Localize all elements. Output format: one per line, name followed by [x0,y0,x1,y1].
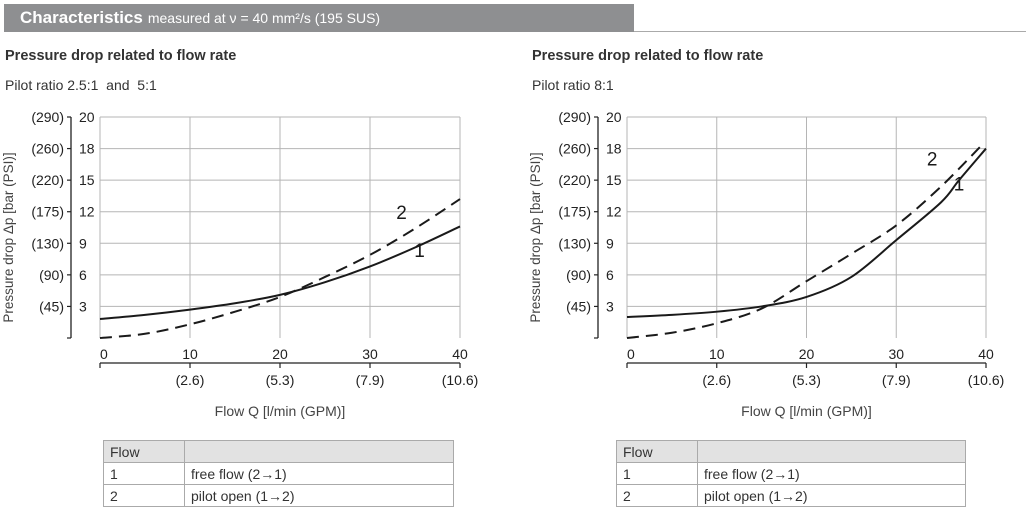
x-tick-label: 10 [709,346,725,362]
y-tick-label-psi: (45) [39,298,64,314]
x-tick-label: 30 [362,346,378,362]
x-tick-label-gpm: (5.3) [266,372,295,388]
table-header-desc [697,440,966,463]
y-tick-label-psi: (260) [31,141,64,157]
y-axis-label: Pressure drop Δp [bar (PSI)] [1,152,16,322]
table-row: 2 pilot open (1→2) [103,484,454,507]
curve-label-1: 1 [414,241,425,262]
y-tick-label-psi: (260) [558,141,591,157]
y-axis-label: Pressure drop Δp [bar (PSI)] [528,152,543,322]
table-header-row: Flow [103,440,454,463]
y-tick-label-psi: (290) [558,109,591,125]
table-cell: 1 [103,462,185,485]
table-header-row: Flow [616,440,966,463]
curve-label-2: 2 [927,149,938,170]
curve-label-1: 1 [954,175,965,196]
table-cell: pilot open (1→2) [697,484,966,507]
table-row: 1 free flow (2→1) [103,462,454,485]
chart-2-legend-table: Flow 1 free flow (2→1) 2 pilot open (1→2) [616,440,966,507]
x-tick-label-gpm: (2.6) [702,372,731,388]
x-tick-label-gpm: (10.6) [442,372,479,388]
y-tick-label: 15 [79,172,95,188]
table-cell: free flow (2→1) [697,462,966,485]
y-tick-label-psi: (220) [31,172,64,188]
y-tick-label: 12 [606,204,622,220]
section-subtitle: measured at ν = 40 mm²/s (195 SUS) [147,10,381,26]
x-axis-label: Flow Q [l/min (GPM)] [741,403,872,419]
chart-1-subtitle: Pilot ratio 2.5:1 and 5:1 [5,77,157,93]
section-header: Characteristics measured at ν = 40 mm²/s… [4,4,634,32]
y-tick-label: 3 [79,298,87,314]
curve-label-2: 2 [396,203,407,224]
series-line-1 [626,147,987,318]
x-tick-label-gpm: (10.6) [968,372,1005,388]
header-divider [634,31,1026,32]
x-tick-label: 20 [799,346,815,362]
y-tick-label-psi: (175) [558,204,591,220]
chart-1-title: Pressure drop related to flow rate [5,48,237,64]
y-tick-label-psi: (45) [566,298,591,314]
table-cell: 1 [616,462,698,485]
table-cell: 2 [103,484,185,507]
y-tick-label-psi: (290) [31,109,64,125]
y-tick-label: 6 [606,267,614,283]
x-tick-label: 30 [888,346,904,362]
series-line-1 [99,225,461,321]
y-tick-label-psi: (220) [558,172,591,188]
y-tick-label-psi: (90) [39,267,64,283]
table-cell: free flow (2→1) [184,462,454,485]
y-tick-label: 6 [79,267,87,283]
y-tick-label: 20 [606,109,622,125]
x-tick-label: 10 [182,346,198,362]
series-line-2 [626,144,983,339]
x-tick-label-gpm: (2.6) [176,372,205,388]
y-tick-label-psi: (90) [566,267,591,283]
table-header-desc [184,440,454,463]
x-tick-label-gpm: (7.9) [356,372,385,388]
x-tick-label: 40 [978,346,994,362]
y-tick-label: 9 [606,235,614,251]
x-tick-label-gpm: (5.3) [792,372,821,388]
y-tick-label-psi: (130) [558,235,591,251]
chart-1-legend-table: Flow 1 free flow (2→1) 2 pilot open (1→2) [103,440,454,507]
y-tick-label: 20 [79,109,95,125]
y-tick-label: 18 [79,141,95,157]
y-tick-label: 9 [79,235,87,251]
table-header-flow: Flow [103,440,185,463]
x-tick-label: 0 [100,346,108,362]
y-tick-label: 18 [606,141,622,157]
chart-2-title: Pressure drop related to flow rate [532,48,764,64]
chart-2-subtitle: Pilot ratio 8:1 [532,77,614,93]
table-cell: 2 [616,484,698,507]
x-tick-label: 0 [627,346,635,362]
x-tick-label: 40 [452,346,468,362]
table-cell: pilot open (1→2) [184,484,454,507]
y-tick-label-psi: (130) [31,235,64,251]
y-tick-label: 15 [606,172,622,188]
y-tick-label: 12 [79,204,95,220]
x-tick-label: 20 [272,346,288,362]
table-row: 2 pilot open (1→2) [616,484,966,507]
series-line-2 [99,198,461,339]
table-row: 1 free flow (2→1) [616,462,966,485]
table-header-flow: Flow [616,440,698,463]
y-tick-label-psi: (175) [31,204,64,220]
x-axis-label: Flow Q [l/min (GPM)] [215,403,346,419]
x-tick-label-gpm: (7.9) [882,372,911,388]
y-tick-label: 3 [606,298,614,314]
section-title: Characteristics [20,8,143,27]
